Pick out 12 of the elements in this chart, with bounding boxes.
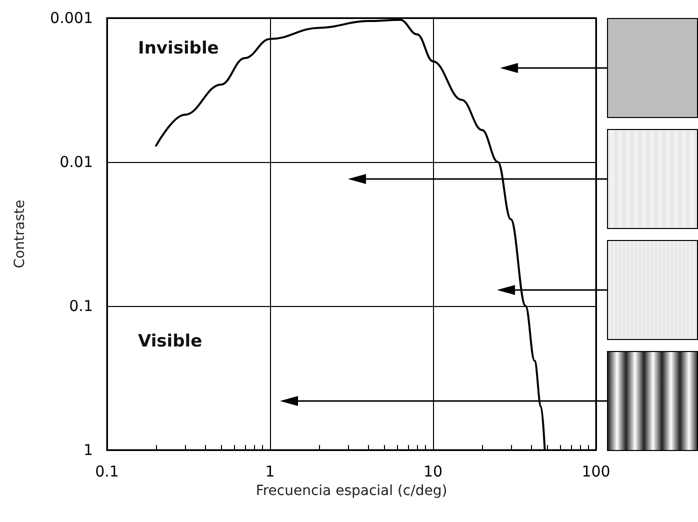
x-tick-label: 100 — [582, 462, 610, 480]
x-tick-label: 0.1 — [95, 462, 119, 480]
x-axis-title: Frecuencia espacial (c/deg) — [256, 483, 448, 499]
annotation: Invisible — [138, 38, 219, 58]
annotation: Visible — [138, 332, 202, 352]
x-tick-label: 10 — [423, 462, 443, 480]
y-tick-label: 0.001 — [50, 9, 93, 27]
y-tick-label: 1 — [83, 441, 93, 459]
y-tick-label: 0.1 — [69, 297, 93, 315]
x-tick-label: 1 — [265, 462, 275, 480]
y-tick-label: 0.01 — [60, 153, 93, 171]
y-axis-title: Contraste — [12, 200, 28, 268]
